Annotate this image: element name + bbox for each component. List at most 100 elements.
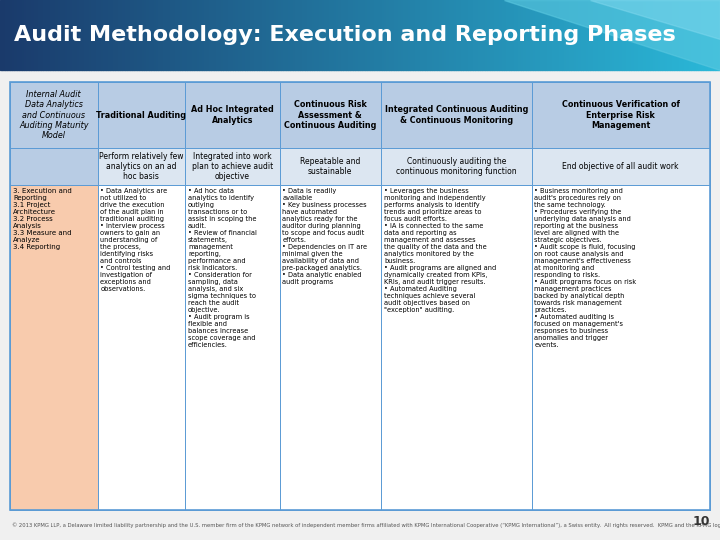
Text: 10: 10 xyxy=(693,515,710,528)
Bar xyxy=(55,0,58,70)
Bar xyxy=(511,0,513,70)
Bar xyxy=(264,0,266,70)
Bar xyxy=(281,0,283,70)
Bar xyxy=(351,0,353,70)
Bar xyxy=(614,0,617,70)
Bar xyxy=(490,0,492,70)
Bar xyxy=(274,0,276,70)
Bar xyxy=(43,0,45,70)
Bar xyxy=(261,0,264,70)
Bar xyxy=(391,0,394,70)
Bar xyxy=(600,0,603,70)
Bar xyxy=(225,0,228,70)
Bar xyxy=(711,0,713,70)
Bar xyxy=(29,0,31,70)
Bar xyxy=(427,0,430,70)
Bar xyxy=(175,0,178,70)
Bar xyxy=(629,0,631,70)
Text: Internal Audit
Data Analytics
and Continuous
Auditing Maturity
Model: Internal Audit Data Analytics and Contin… xyxy=(19,90,89,140)
Bar xyxy=(648,0,650,70)
Bar xyxy=(612,0,614,70)
Bar xyxy=(559,0,562,70)
Bar xyxy=(27,0,29,70)
Bar xyxy=(185,82,279,148)
Bar xyxy=(70,0,72,70)
Bar xyxy=(173,0,175,70)
Bar xyxy=(634,0,636,70)
Bar xyxy=(230,0,233,70)
Bar xyxy=(312,0,315,70)
Bar xyxy=(0,0,2,70)
Bar xyxy=(9,0,12,70)
Bar xyxy=(204,0,207,70)
Bar xyxy=(394,0,396,70)
Bar xyxy=(502,0,504,70)
Bar xyxy=(384,0,387,70)
Bar xyxy=(482,0,485,70)
Bar xyxy=(240,0,243,70)
Bar xyxy=(101,0,103,70)
Bar xyxy=(531,0,533,70)
Bar xyxy=(180,0,182,70)
Bar xyxy=(271,0,274,70)
Bar xyxy=(185,185,279,510)
Bar xyxy=(454,0,456,70)
Bar xyxy=(487,0,490,70)
Bar xyxy=(74,0,77,70)
Bar xyxy=(279,0,281,70)
Bar xyxy=(336,0,338,70)
Bar xyxy=(381,148,531,185)
Bar xyxy=(269,0,271,70)
Bar xyxy=(420,0,423,70)
Bar xyxy=(636,0,639,70)
Bar xyxy=(194,0,197,70)
Bar xyxy=(567,0,569,70)
Bar xyxy=(48,0,50,70)
Bar xyxy=(214,0,216,70)
Bar xyxy=(684,0,686,70)
Bar xyxy=(324,0,326,70)
Bar xyxy=(297,0,300,70)
Bar xyxy=(358,0,360,70)
Bar xyxy=(122,0,125,70)
Bar xyxy=(153,0,156,70)
Bar xyxy=(504,0,506,70)
Bar xyxy=(446,0,449,70)
Bar xyxy=(300,0,302,70)
Bar xyxy=(137,0,139,70)
Bar xyxy=(682,0,684,70)
Polygon shape xyxy=(504,0,720,70)
Bar xyxy=(302,0,305,70)
Bar xyxy=(53,0,55,70)
Bar xyxy=(549,0,552,70)
Bar xyxy=(675,0,677,70)
Bar xyxy=(17,0,19,70)
Bar xyxy=(667,0,670,70)
Bar xyxy=(45,0,48,70)
Bar xyxy=(142,0,144,70)
Bar xyxy=(396,0,398,70)
Bar xyxy=(257,0,259,70)
Bar xyxy=(307,0,310,70)
Bar xyxy=(10,148,97,185)
Bar xyxy=(310,0,312,70)
Bar xyxy=(607,0,610,70)
Bar xyxy=(466,0,468,70)
Bar xyxy=(233,0,235,70)
Bar xyxy=(564,0,567,70)
Bar xyxy=(365,0,367,70)
Bar xyxy=(209,0,211,70)
Bar xyxy=(441,0,444,70)
Bar xyxy=(72,0,74,70)
Bar xyxy=(185,148,279,185)
Bar xyxy=(250,0,252,70)
Bar xyxy=(0,70,720,540)
Bar xyxy=(713,0,715,70)
Bar xyxy=(10,82,710,510)
Bar xyxy=(235,0,238,70)
Bar xyxy=(456,0,459,70)
Bar xyxy=(295,0,297,70)
Bar xyxy=(247,0,250,70)
Bar xyxy=(211,0,214,70)
Bar xyxy=(305,0,307,70)
